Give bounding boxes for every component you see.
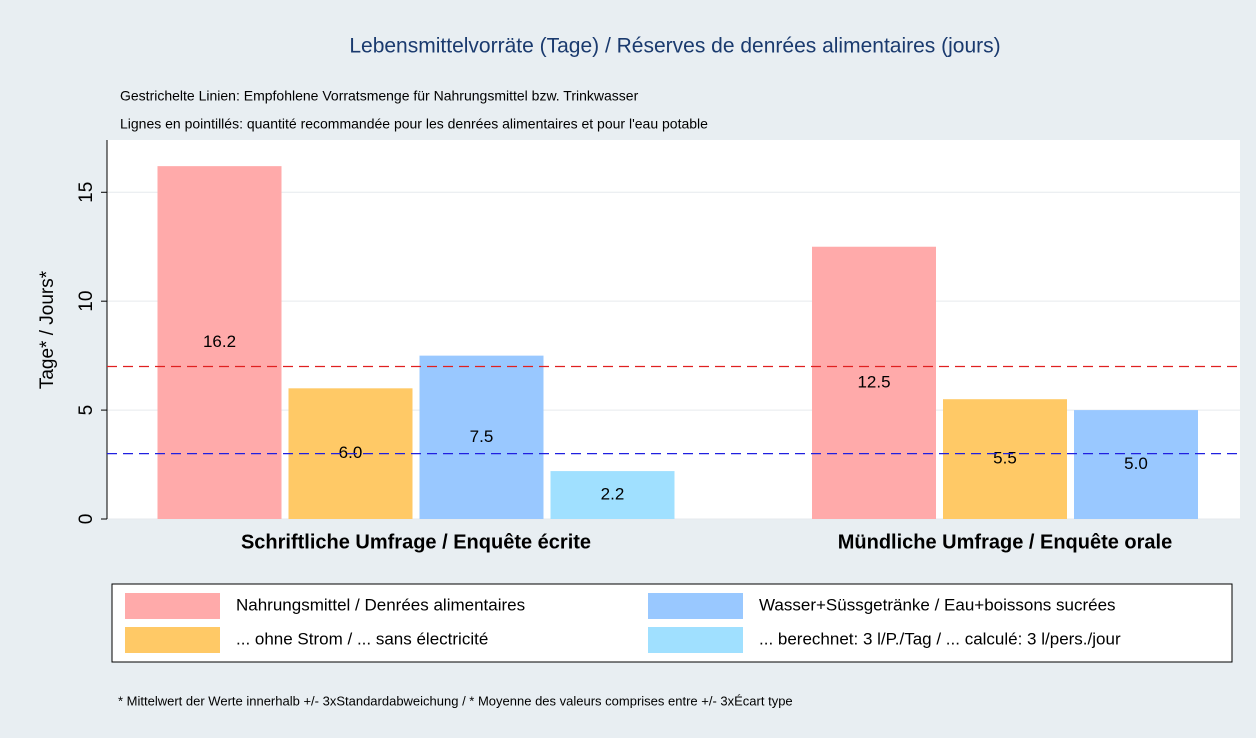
y-tick-label: 0 [76,514,97,525]
legend-label: ... berechnet: 3 l/P./Tag / ... calculé:… [759,629,1121,648]
bar [943,399,1067,519]
bar [419,355,544,519]
y-tick-label: 5 [76,405,97,416]
legend-swatch [648,593,743,619]
subtitle: Gestrichelte Linien: Empfohlene Vorratsm… [120,88,639,104]
legend-swatch [648,627,743,653]
legend-label: ... ohne Strom / ... sans électricité [236,629,488,648]
x-tick-label: Schriftliche Umfrage / Enquête écrite [241,531,591,553]
value-label: 7.5 [470,427,494,446]
value-label: 12.5 [857,372,890,391]
bar [550,471,675,519]
legend-label: Wasser+Süssgetränke / Eau+boissons sucré… [759,595,1116,614]
value-label: 6.0 [339,443,363,462]
legend-swatch [125,627,220,653]
subtitle: Lignes en pointillés: quantité recommand… [120,116,708,132]
chart-title: Lebensmittelvorräte (Tage) / Réserves de… [349,35,1000,58]
legend-label: Nahrungsmittel / Denrées alimentaires [236,595,525,614]
y-axis-label: Tage* / Jours* [37,270,58,389]
footnote: * Mittelwert der Werte innerhalb +/- 3xS… [118,693,793,708]
y-tick-label: 10 [76,291,97,312]
bar [1074,410,1198,519]
x-tick-label: Mündliche Umfrage / Enquête orale [838,531,1173,553]
value-label: 16.2 [203,332,236,351]
value-label: 5.5 [993,449,1017,468]
bar [157,166,282,519]
legend-swatch [125,593,220,619]
y-tick-label: 15 [76,182,97,203]
bar [812,246,936,519]
value-label: 2.2 [601,485,625,504]
value-label: 5.0 [1124,454,1148,473]
